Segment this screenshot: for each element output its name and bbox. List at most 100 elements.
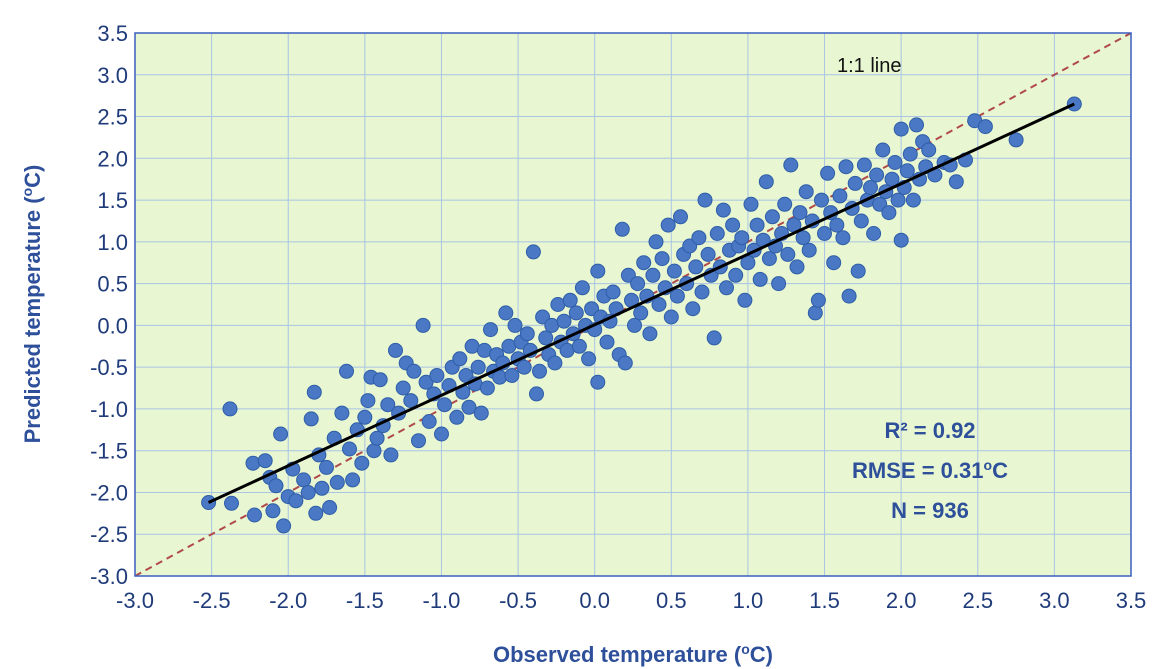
data-point [734, 230, 750, 246]
data-point [599, 334, 615, 350]
data-point [752, 271, 768, 287]
rmse-degree-superscript: o [984, 457, 993, 473]
y-tick-label: -2.0 [90, 480, 128, 505]
y-tick-label: -1.0 [90, 397, 128, 422]
x-tick-labels: -3.0 -2.5 -2.0 -1.5 -1.0 -0.5 0.0 0.5 1.0 1.5 2.0 2… [116, 588, 1146, 613]
data-point [308, 505, 324, 521]
data-point [507, 317, 523, 333]
data-point [437, 397, 452, 413]
data-point [694, 284, 710, 300]
data-point [948, 174, 964, 190]
data-point [893, 121, 909, 137]
data-point [832, 188, 848, 204]
data-point [473, 405, 489, 421]
data-point [648, 234, 664, 250]
data-point [452, 351, 468, 367]
x-tick-label: 1.0 [733, 588, 764, 613]
data-point [1008, 132, 1024, 148]
data-point [875, 142, 891, 158]
x-axis-unit: C) [750, 642, 773, 667]
data-point [789, 259, 805, 275]
data-point [342, 441, 357, 457]
data-point [383, 447, 399, 463]
data-point [461, 399, 477, 415]
x-tick-label: 1.5 [809, 588, 840, 613]
rmse-value: RMSE = 0.31 [852, 458, 983, 483]
data-point [890, 192, 906, 208]
data-point [590, 263, 606, 279]
data-point [777, 196, 793, 212]
data-point [222, 401, 238, 417]
data-point [719, 280, 734, 296]
y-tick-label: 1.5 [97, 188, 128, 213]
data-point [418, 374, 434, 390]
data-point [479, 380, 495, 396]
data-point [590, 374, 606, 390]
x-axis-title: Observed temperature (oC) [493, 641, 773, 667]
data-point [322, 500, 338, 515]
data-point [306, 384, 322, 400]
data-point [354, 455, 370, 471]
data-point [498, 305, 514, 321]
data-point [817, 226, 832, 241]
x-axis-degree-superscript: o [741, 641, 750, 657]
y-axis-title-text: Predicted temperature ( [20, 196, 45, 444]
data-point [504, 368, 520, 383]
data-point [380, 397, 396, 413]
data-point [685, 301, 701, 317]
data-point [866, 226, 882, 241]
data-point [516, 359, 532, 375]
data-point [853, 213, 869, 229]
data-point [388, 342, 403, 358]
data-point [780, 246, 796, 262]
x-tick-label: -1.0 [423, 588, 461, 613]
x-tick-label: 0.5 [656, 588, 687, 613]
rmse-stat: RMSE = 0.31oC [852, 457, 1008, 483]
data-point [761, 251, 777, 267]
data-point [636, 255, 652, 271]
y-tick-label: 2.0 [97, 146, 128, 171]
data-point [688, 259, 704, 275]
data-point [345, 472, 361, 488]
y-tick-label: -3.0 [90, 564, 128, 589]
data-point [329, 474, 345, 490]
data-point [369, 430, 385, 446]
fit-line-group [207, 102, 1075, 504]
data-point [403, 393, 419, 409]
x-axis-title-text: Observed temperature ( [493, 642, 742, 667]
data-point [415, 317, 431, 333]
data-point [288, 493, 304, 509]
data-point [792, 205, 808, 221]
data-point [224, 495, 239, 511]
data-point [663, 309, 679, 325]
data-point [571, 338, 587, 354]
y-axis-degree-superscript: o [19, 188, 35, 197]
y-axis-title: Predicted temperature (oC) [19, 165, 45, 444]
data-point [691, 230, 707, 246]
data-point [795, 230, 811, 246]
data-point [645, 267, 661, 283]
data-point [743, 196, 759, 212]
data-point [300, 485, 316, 500]
data-point [826, 255, 842, 271]
x-tick-label: 2.5 [962, 588, 993, 613]
data-point [525, 244, 541, 260]
data-point [881, 205, 897, 221]
data-point [709, 226, 725, 241]
data-point [673, 209, 688, 225]
data-point [360, 393, 376, 409]
data-point [856, 157, 872, 173]
data-point [421, 414, 437, 429]
data-point [449, 409, 465, 425]
y-tick-label: 0.5 [97, 272, 128, 297]
data-point [617, 355, 633, 371]
r2-stat: R² = 0.92 [884, 418, 975, 443]
data-point [574, 280, 590, 296]
data-point [887, 155, 903, 170]
data-point [257, 453, 273, 469]
data-point [265, 503, 281, 519]
data-point [529, 386, 544, 402]
data-point [771, 276, 787, 292]
data-point [660, 217, 676, 233]
